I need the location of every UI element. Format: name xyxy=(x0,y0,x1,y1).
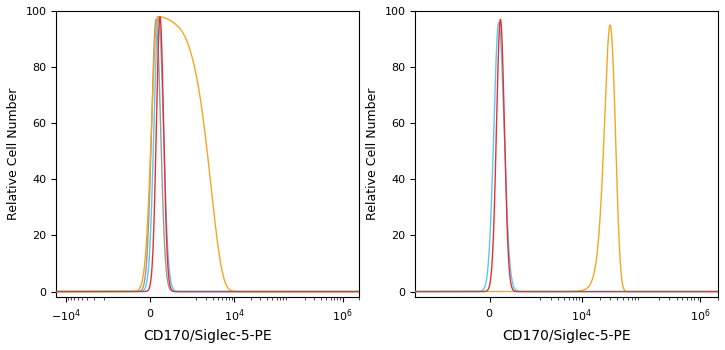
X-axis label: CD170/Siglec-5-PE: CD170/Siglec-5-PE xyxy=(502,329,631,343)
Y-axis label: Relative Cell Number: Relative Cell Number xyxy=(366,88,379,220)
Y-axis label: Relative Cell Number: Relative Cell Number xyxy=(7,88,20,220)
X-axis label: CD170/Siglec-5-PE: CD170/Siglec-5-PE xyxy=(144,329,272,343)
